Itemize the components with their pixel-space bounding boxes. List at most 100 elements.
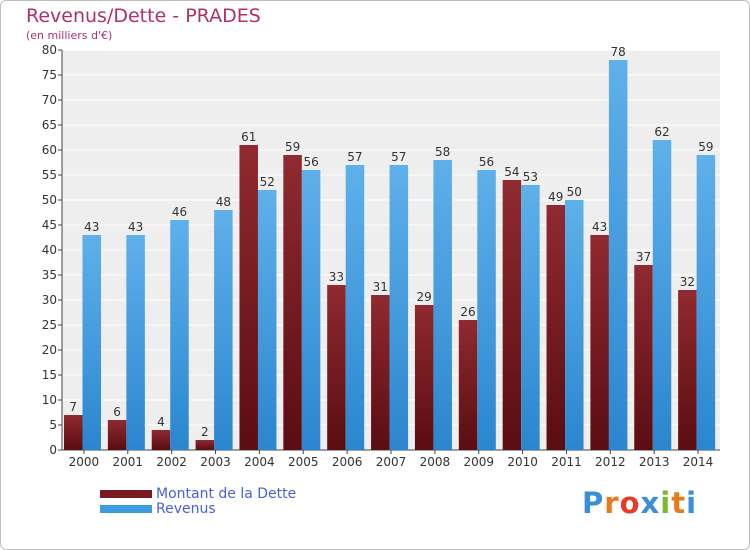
data-label-dette: 33	[329, 270, 344, 284]
bar-dette	[458, 320, 478, 450]
y-tick-label: 45	[42, 218, 57, 232]
x-tick-label: 2012	[595, 455, 626, 469]
bar-dette	[283, 155, 302, 450]
data-label-dette: 32	[680, 275, 695, 289]
bar-revenus	[652, 140, 672, 450]
y-tick-label: 35	[42, 268, 57, 282]
x-tick-label: 2001	[113, 455, 144, 469]
y-tick-label: 70	[42, 93, 57, 107]
y-tick-label: 5	[49, 418, 57, 432]
y-tick-label: 50	[42, 193, 57, 207]
x-tick-label: 2014	[683, 455, 714, 469]
data-label-revenus: 59	[698, 140, 713, 154]
data-label-dette: 37	[636, 250, 651, 264]
data-label-dette: 31	[373, 280, 388, 294]
bar-dette	[239, 145, 258, 450]
bar-dette	[371, 295, 390, 450]
data-label-revenus: 46	[172, 205, 187, 219]
bar-dette	[151, 430, 171, 450]
logo-letter: P	[582, 486, 605, 520]
bar-revenus	[433, 160, 452, 450]
y-tick-label: 75	[42, 68, 57, 82]
bar-dette	[502, 180, 522, 450]
data-label-dette: 54	[504, 165, 519, 179]
bar-revenus	[608, 60, 628, 450]
bar-dette	[414, 305, 434, 450]
x-tick-label: 2008	[420, 455, 451, 469]
y-tick-label: 40	[42, 243, 57, 257]
data-label-dette: 7	[69, 400, 77, 414]
bar-revenus	[477, 170, 496, 450]
y-tick-label: 55	[42, 168, 57, 182]
bar-revenus	[345, 165, 365, 450]
logo-letter: i	[660, 486, 672, 520]
bar-revenus	[170, 220, 189, 450]
bar-revenus	[696, 155, 716, 450]
data-label-revenus: 48	[216, 195, 231, 209]
data-label-revenus: 43	[128, 220, 143, 234]
data-label-revenus: 56	[303, 155, 318, 169]
y-tick-label: 10	[42, 393, 57, 407]
data-label-revenus: 53	[523, 170, 538, 184]
y-tick-label: 25	[42, 318, 57, 332]
data-label-revenus: 62	[654, 125, 669, 139]
x-tick-label: 2000	[69, 455, 100, 469]
bar-dette	[678, 290, 697, 450]
bar-revenus	[82, 235, 101, 450]
bar-dette	[107, 420, 127, 450]
bar-revenus	[565, 200, 584, 450]
bar-revenus	[214, 210, 233, 450]
x-tick-label: 2004	[244, 455, 275, 469]
data-label-dette: 26	[460, 305, 475, 319]
data-label-revenus: 57	[391, 150, 406, 164]
x-tick-label: 2009	[463, 455, 494, 469]
y-tick-label: 65	[42, 118, 57, 132]
data-label-revenus: 52	[260, 175, 275, 189]
x-tick-label: 2002	[156, 455, 187, 469]
y-tick-label: 30	[42, 293, 57, 307]
x-tick-label: 2011	[551, 455, 582, 469]
bar-revenus	[257, 190, 277, 450]
data-label-dette: 59	[285, 140, 300, 154]
logo-letter: t	[671, 486, 687, 520]
y-tick-label: 60	[42, 143, 57, 157]
data-label-dette: 29	[417, 290, 432, 304]
bar-dette	[634, 265, 653, 450]
legend-label-dette: Montant de la Dette	[156, 486, 297, 502]
x-tick-label: 2007	[376, 455, 407, 469]
logo-letter: i	[686, 486, 698, 520]
data-label-revenus: 78	[611, 45, 626, 59]
bar-revenus	[126, 235, 145, 450]
data-label-dette: 43	[592, 220, 607, 234]
logo-letter: r	[604, 486, 620, 520]
data-label-revenus: 57	[347, 150, 362, 164]
data-label-revenus: 50	[567, 185, 582, 199]
y-tick-label: 80	[42, 43, 57, 57]
chart-subtitle: (en milliers d'€)	[26, 29, 113, 42]
x-tick-label: 2005	[288, 455, 319, 469]
bar-revenus	[301, 170, 321, 450]
data-label-revenus: 56	[479, 155, 494, 169]
data-label-dette: 6	[113, 405, 121, 419]
data-label-dette: 49	[548, 190, 563, 204]
x-tick-label: 2010	[507, 455, 538, 469]
logo-letter: o	[619, 486, 641, 520]
x-tick-label: 2006	[332, 455, 363, 469]
logo-letter: x	[640, 486, 661, 520]
proxiti-logo: Proxiti	[582, 486, 697, 520]
bar-dette	[195, 440, 215, 450]
data-label-dette: 2	[201, 425, 209, 439]
bar-revenus	[389, 165, 409, 450]
x-tick-label: 2003	[200, 455, 231, 469]
x-tick-label: 2013	[639, 455, 670, 469]
data-label-revenus: 58	[435, 145, 450, 159]
legend-swatch-dette	[100, 490, 152, 498]
bar-dette	[590, 235, 609, 450]
legend-swatch-revenus	[100, 505, 152, 513]
legend-label-revenus: Revenus	[156, 501, 216, 517]
data-label-revenus: 43	[84, 220, 99, 234]
chart-title: Revenus/Dette - PRADES	[26, 5, 261, 27]
bar-dette	[64, 415, 83, 450]
bar-revenus	[521, 185, 540, 450]
